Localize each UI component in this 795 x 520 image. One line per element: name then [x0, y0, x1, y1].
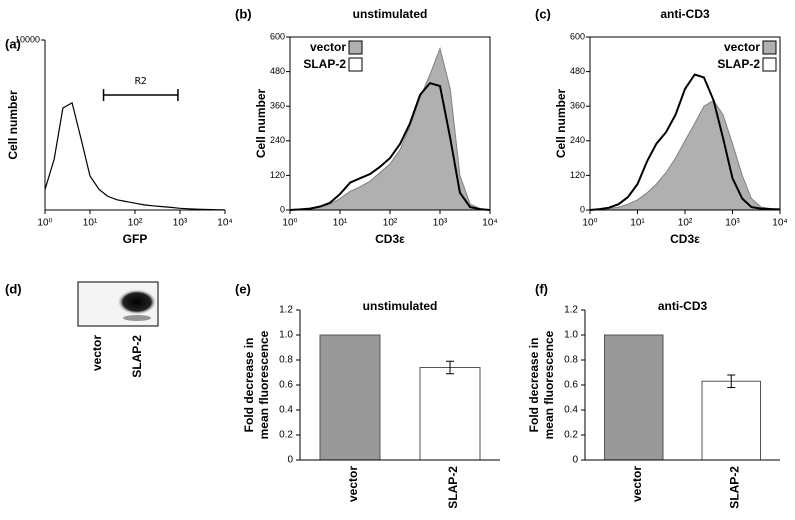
area — [589, 99, 781, 211]
y-tick-label: 360 — [270, 101, 285, 111]
legend-label: vector — [310, 40, 346, 54]
y-axis-label: mean fluorescence — [257, 330, 271, 439]
x-tick-label: 10³ — [173, 218, 188, 229]
y-tick-label: 0 — [572, 455, 578, 466]
y-tick-label: 1.0 — [564, 330, 578, 341]
bar — [604, 334, 664, 461]
blot-band — [117, 289, 157, 315]
x-tick-label: 10⁴ — [217, 218, 232, 229]
panel-label: (f) — [535, 281, 548, 296]
x-tick-label: 10³ — [433, 218, 448, 229]
line — [44, 101, 226, 211]
x-tick-label: 10² — [678, 218, 693, 229]
x-axis-label: CD3ε — [670, 232, 700, 246]
lane-label: SLAP-2 — [130, 335, 144, 378]
chart-title: unstimulated — [363, 299, 438, 313]
y-tick-label: 240 — [270, 135, 285, 145]
legend-swatch — [762, 57, 777, 72]
y-tick-label: 0.6 — [564, 380, 578, 391]
y-tick-label: 0.8 — [279, 355, 293, 366]
legend-label: vector — [724, 40, 760, 54]
y-axis-label: Fold decrease in — [527, 338, 541, 433]
x-tick-label: 10¹ — [83, 218, 98, 229]
panel-label: (d) — [5, 281, 22, 296]
line — [589, 73, 781, 211]
y-tick-label: 1.0 — [279, 330, 293, 341]
chart-title: anti-CD3 — [658, 299, 708, 313]
bar — [319, 334, 381, 461]
panel-label: (a) — [5, 36, 21, 51]
panel-label: (b) — [235, 6, 252, 21]
x-tick-label: 10² — [383, 218, 398, 229]
legend-label: SLAP-2 — [717, 57, 760, 71]
y-tick-label: 0.4 — [279, 405, 293, 416]
y-axis-label: mean fluorescence — [542, 330, 556, 439]
y-tick-label: 10000 — [15, 34, 40, 44]
x-tick-label: vector — [630, 466, 644, 502]
y-tick-label: 120 — [270, 170, 285, 180]
y-tick-label: 0 — [287, 455, 293, 466]
y-tick-label: 0.8 — [564, 355, 578, 366]
lane-label: vector — [90, 335, 104, 371]
x-tick-label: 10⁴ — [482, 218, 497, 229]
chart-title: unstimulated — [353, 7, 428, 21]
x-tick-label: vector — [346, 466, 360, 502]
x-tick-label: 10¹ — [333, 218, 348, 229]
x-tick-label: 10¹ — [630, 218, 645, 229]
x-tick-label: 10³ — [725, 218, 740, 229]
x-axis-label: GFP — [123, 232, 148, 246]
panel-label: (c) — [535, 6, 551, 21]
y-tick-label: 240 — [570, 135, 585, 145]
line — [289, 81, 491, 211]
x-tick-label: 10⁴ — [772, 218, 787, 229]
legend-swatch — [762, 40, 777, 55]
y-tick-label: 0.2 — [564, 430, 578, 441]
bar — [701, 380, 761, 461]
y-tick-label: 0.2 — [279, 430, 293, 441]
chart-title: anti-CD3 — [660, 7, 710, 21]
x-tick-label: SLAP-2 — [727, 466, 741, 509]
x-tick-label: 10⁰ — [37, 218, 52, 229]
y-tick-label: 0 — [580, 204, 585, 214]
x-tick-label: 10² — [128, 218, 143, 229]
bar — [419, 367, 481, 461]
panel-label: (e) — [235, 281, 251, 296]
y-axis-label: Fold decrease in — [242, 338, 256, 433]
legend-label: SLAP-2 — [303, 57, 346, 71]
x-axis-label: CD3ε — [375, 232, 405, 246]
x-tick-label: SLAP-2 — [446, 466, 460, 509]
legend-swatch — [348, 40, 363, 55]
y-tick-label: 0.6 — [279, 380, 293, 391]
y-tick-label: 0.4 — [564, 405, 578, 416]
blot-band — [123, 315, 151, 321]
y-tick-label: 480 — [270, 66, 285, 76]
y-tick-label: 0 — [280, 204, 285, 214]
y-tick-label: 1.2 — [279, 305, 293, 316]
x-tick-label: 10⁰ — [282, 218, 297, 229]
x-tick-label: 10⁰ — [582, 218, 597, 229]
y-tick-label: 480 — [570, 66, 585, 76]
y-tick-label: 120 — [570, 170, 585, 180]
y-axis-label: Cell number — [6, 90, 20, 160]
y-tick-label: 1.2 — [564, 305, 578, 316]
legend-swatch — [348, 57, 363, 72]
y-tick-label: 360 — [570, 101, 585, 111]
y-axis-label: Cell number — [554, 89, 568, 159]
gate-label: R2 — [135, 76, 147, 87]
y-axis-label: Cell number — [254, 89, 268, 159]
y-tick-label: 600 — [270, 31, 285, 41]
y-tick-label: 600 — [570, 31, 585, 41]
